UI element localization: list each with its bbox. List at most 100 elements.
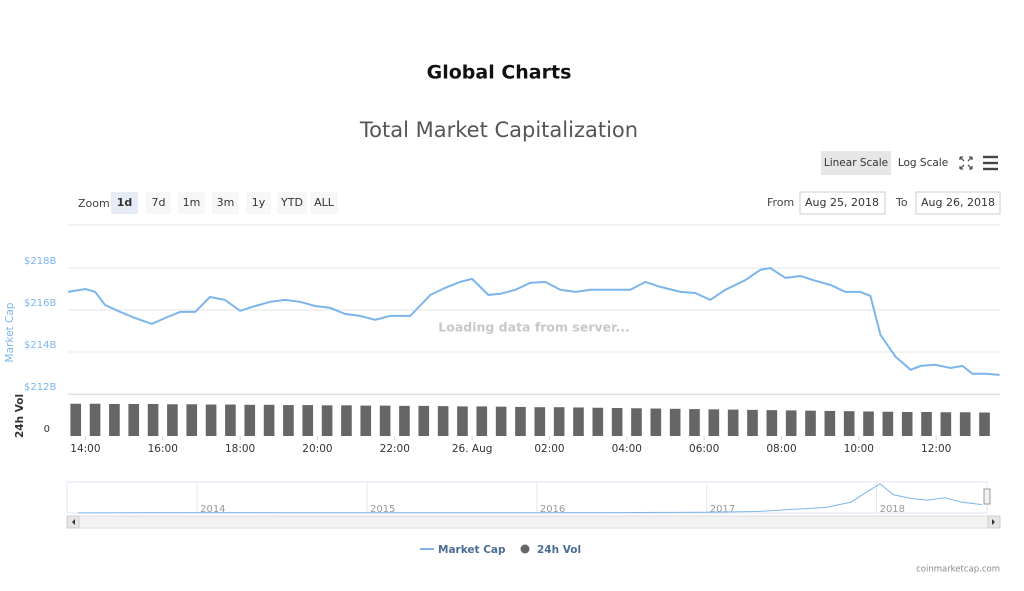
- scale-button[interactable]: [894, 151, 952, 175]
- navigator-tick-label: 2017: [710, 504, 735, 515]
- navigator-frame: [66, 481, 988, 514]
- volume-bar: [573, 407, 584, 436]
- volume-bar: [805, 410, 816, 436]
- volume-bar: [418, 405, 430, 436]
- from-date[interactable]: Aug 25, 2018: [805, 196, 879, 209]
- volume-bar: [747, 409, 758, 436]
- scroll-right-arrow: [992, 519, 995, 525]
- volume-bar: [89, 403, 101, 436]
- zoom-button[interactable]: [246, 192, 271, 214]
- scale-button-label[interactable]: Log Scale: [898, 157, 948, 169]
- legend-label[interactable]: Market Cap: [438, 544, 506, 556]
- y-tick-label: $212B: [24, 382, 56, 393]
- navigator-tick-label: 2016: [540, 504, 565, 515]
- volume-bar: [457, 406, 468, 436]
- volume-bar: [631, 408, 642, 436]
- volume-bar: [824, 410, 836, 436]
- zoom-button-label[interactable]: ALL: [314, 196, 335, 209]
- volume-bar: [650, 408, 662, 436]
- volume-bar: [437, 406, 449, 436]
- volume-bar: [553, 407, 565, 436]
- volume-bar: [708, 409, 720, 436]
- volume-bar: [302, 405, 314, 436]
- volume-bar: [360, 405, 372, 436]
- volume-bar: [379, 405, 391, 436]
- zoom-label: Zoom: [78, 197, 110, 210]
- volume-bar: [244, 404, 256, 436]
- zoom-button[interactable]: [111, 192, 138, 214]
- navigator-handle[interactable]: [983, 488, 991, 505]
- zoom-button[interactable]: [310, 192, 338, 214]
- zoom-button-label[interactable]: 1m: [183, 196, 201, 209]
- zoom-button[interactable]: [212, 192, 239, 214]
- fullscreen-icon[interactable]: [959, 156, 973, 170]
- zoom-button[interactable]: [178, 192, 205, 214]
- x-tick-label: 14:00: [70, 443, 100, 455]
- volume-bar: [283, 405, 294, 436]
- volume-bar: [901, 412, 913, 436]
- to-input[interactable]: [915, 191, 1001, 215]
- volume-bar: [167, 404, 178, 436]
- volume-bar: [70, 403, 82, 436]
- scale-button-label[interactable]: Linear Scale: [824, 157, 888, 169]
- credit: coinmarketcap.com: [916, 565, 1000, 575]
- from-label: From: [767, 196, 794, 209]
- zoom-button-label[interactable]: YTD: [280, 196, 303, 209]
- from-input[interactable]: [799, 191, 886, 215]
- legend-dot-icon: [520, 544, 530, 554]
- legend-label[interactable]: 24h Vol: [537, 544, 581, 556]
- volume-bar: [766, 410, 778, 436]
- zoom-button-label[interactable]: 1d: [117, 196, 133, 209]
- zoom-button[interactable]: [277, 192, 307, 214]
- x-tick-label: 20:00: [302, 443, 332, 455]
- volume-bar: [495, 406, 507, 436]
- x-tick-label: 04:00: [612, 443, 642, 455]
- scroll-left-arrow: [72, 519, 75, 525]
- zoom-button-label[interactable]: 1y: [252, 196, 266, 209]
- x-tick-label: 16:00: [148, 443, 178, 455]
- to-date[interactable]: Aug 26, 2018: [921, 196, 995, 209]
- volume-bar: [921, 412, 932, 436]
- loading-text: Loading data from server...: [438, 320, 629, 335]
- scrollbar[interactable]: [66, 515, 1001, 529]
- x-tick-label: 22:00: [380, 443, 410, 455]
- volume-bar: [882, 411, 894, 436]
- volume-bar: [940, 412, 952, 436]
- volume-bar: [611, 408, 623, 436]
- y-tick-label: $216B: [24, 298, 56, 309]
- y-axis-title: 24h Vol: [14, 394, 26, 438]
- volume-bar: [128, 404, 140, 436]
- x-tick-label: 12:00: [921, 443, 951, 455]
- volume-bar: [843, 411, 855, 436]
- volume-bar: [727, 409, 739, 436]
- volume-bar: [186, 404, 198, 436]
- navigator-line: [78, 483, 982, 514]
- navigator-tick-label: 2018: [880, 504, 905, 515]
- volume-bar: [959, 412, 971, 436]
- menu-icon[interactable]: [983, 155, 998, 171]
- volume-bar: [109, 404, 120, 436]
- y-tick-label: 0: [44, 424, 50, 435]
- chart-title: Total Market Capitalization: [359, 118, 638, 142]
- zoom-button-label[interactable]: 3m: [217, 196, 235, 209]
- x-tick-label: 02:00: [534, 443, 564, 455]
- volume-bar: [399, 405, 410, 436]
- volume-bar: [205, 404, 217, 436]
- to-label: To: [895, 196, 908, 209]
- x-tick-label: 26. Aug: [452, 443, 493, 455]
- zoom-button[interactable]: [146, 192, 171, 214]
- zoom-button-label[interactable]: 7d: [152, 196, 166, 209]
- navigator-tick-label: 2014: [200, 504, 225, 515]
- volume-bar: [669, 408, 681, 436]
- volume-bar: [534, 407, 546, 436]
- scale-button[interactable]: [821, 151, 891, 175]
- page-title: Global Charts: [427, 62, 572, 84]
- y-axis-title: Market Cap: [4, 302, 16, 362]
- volume-bar: [476, 406, 488, 436]
- x-tick-label: 18:00: [225, 443, 255, 455]
- x-tick-label: 08:00: [766, 443, 796, 455]
- volume-bar: [515, 406, 526, 436]
- volume-bar: [147, 404, 159, 436]
